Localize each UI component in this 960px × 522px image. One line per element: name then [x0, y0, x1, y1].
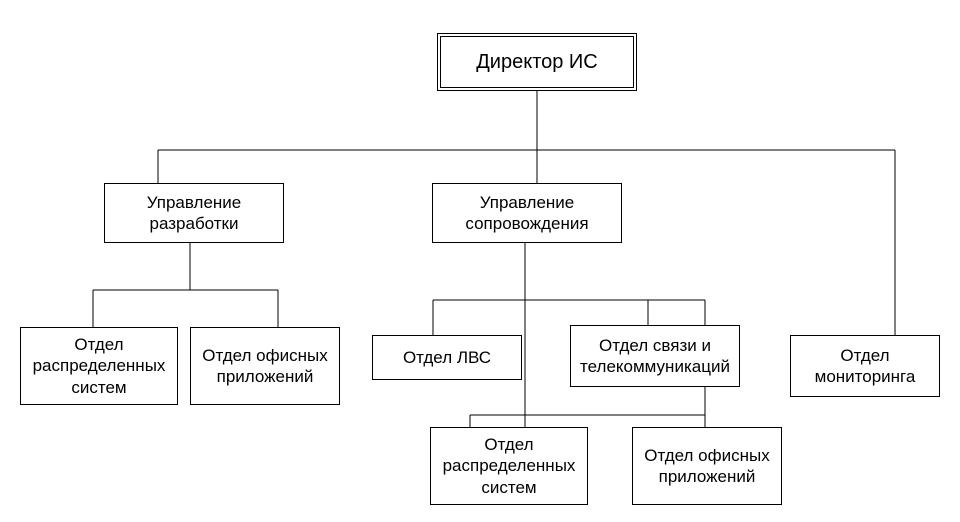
node-label: Директор ИС: [476, 50, 598, 75]
node-label: Управление разработки: [111, 192, 277, 235]
node-dev: Управление разработки: [104, 183, 284, 243]
node-label: Отдел мониторинга: [797, 345, 933, 388]
node-label: Отдел распределенных систем: [27, 334, 171, 398]
node-sup: Управление сопровождения: [432, 183, 622, 243]
node-label: Отдел распределенных систем: [437, 434, 581, 498]
node-dev1: Отдел распределенных систем: [20, 327, 178, 405]
node-label: Отдел офисных приложений: [197, 345, 333, 388]
node-root: Директор ИС: [437, 33, 637, 91]
node-label: Управление сопровождения: [439, 192, 615, 235]
node-label: Отдел офисных приложений: [639, 445, 775, 488]
node-sup3: Отдел распределенных систем: [430, 427, 588, 505]
node-label: Отдел ЛВС: [403, 347, 491, 368]
node-sup1: Отдел ЛВС: [372, 335, 522, 380]
node-sup2: Отдел связи и телекоммуникаций: [570, 325, 740, 387]
node-label: Отдел связи и телекоммуникаций: [577, 335, 733, 378]
node-dev2: Отдел офисных приложений: [190, 327, 340, 405]
node-mon: Отдел мониторинга: [790, 335, 940, 397]
node-sup4: Отдел офисных приложений: [632, 427, 782, 505]
